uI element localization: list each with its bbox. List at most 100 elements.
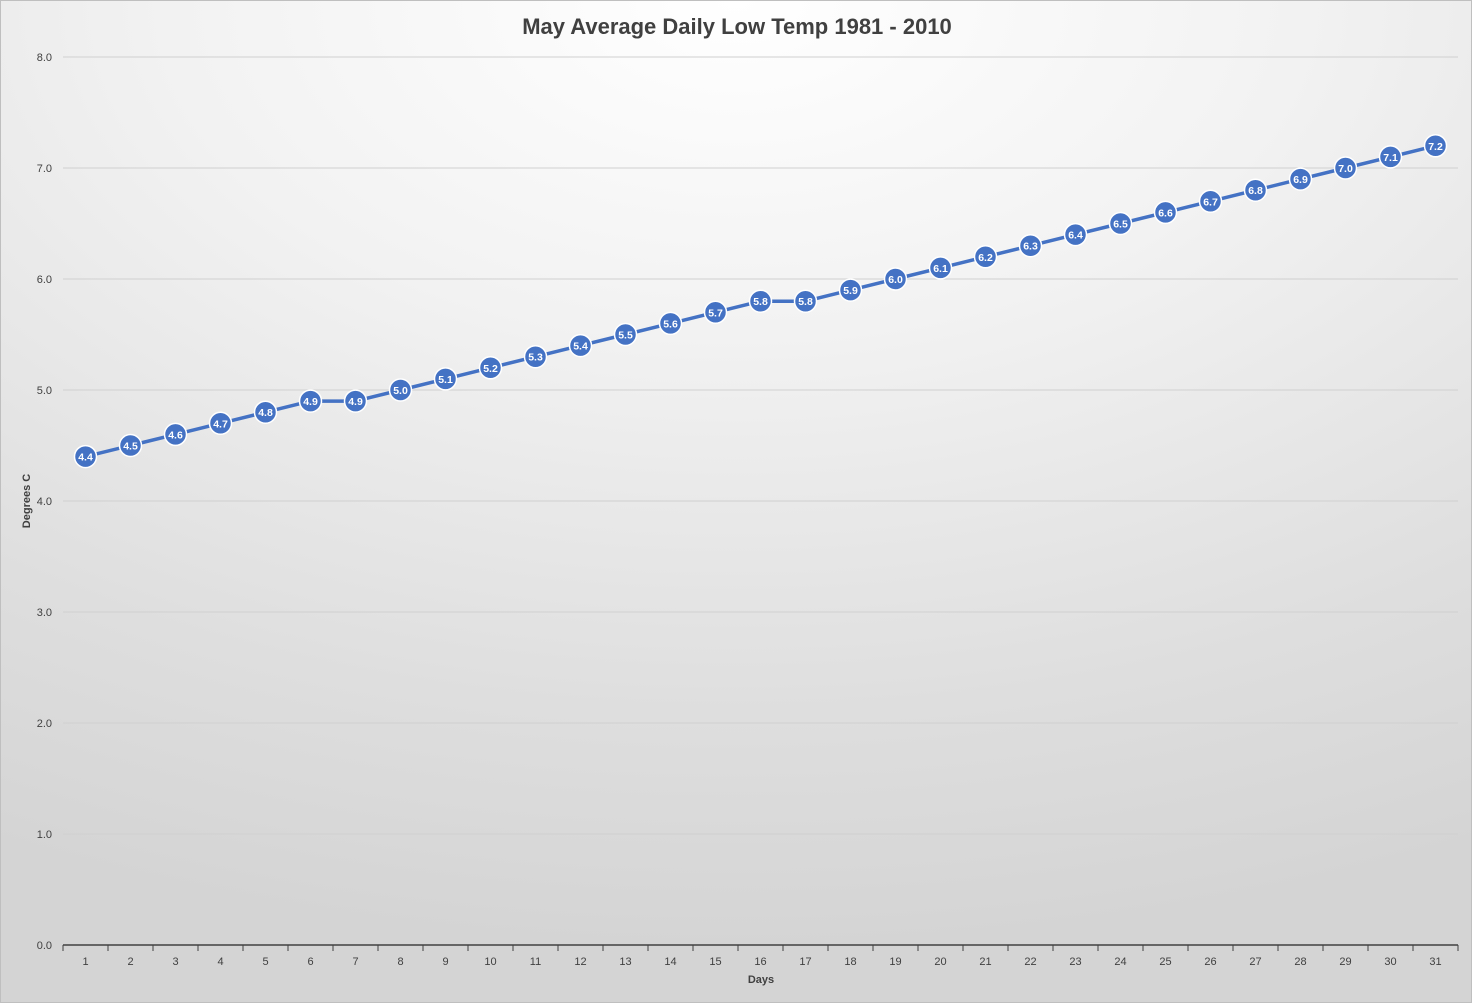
data-label: 5.4 [573, 341, 588, 353]
data-label: 7.0 [1338, 163, 1353, 175]
x-tick-label: 6 [307, 956, 313, 968]
data-point-marker [478, 356, 503, 380]
y-tick-label: 1.0 [37, 829, 52, 841]
x-tick-label: 8 [397, 956, 403, 968]
x-tick-label: 1 [82, 956, 88, 968]
x-tick-label: 15 [709, 956, 721, 968]
data-label: 5.1 [438, 374, 453, 386]
data-label: 5.6 [663, 318, 678, 330]
x-tick-label: 7 [352, 956, 358, 968]
x-tick-label: 28 [1294, 956, 1306, 968]
data-label: 5.0 [393, 385, 408, 397]
data-label: 4.8 [258, 407, 273, 419]
y-tick-label: 6.0 [37, 274, 52, 286]
x-tick-label: 3 [172, 956, 178, 968]
data-point-marker [613, 322, 638, 347]
x-tick-label: 14 [664, 956, 676, 968]
data-point-marker [1063, 222, 1088, 247]
data-point-marker [1333, 156, 1358, 180]
data-point-marker [1108, 211, 1133, 236]
markers-group: 4.4 4.5 4.6 4.7 4.8 4.9 4.9 5.0 5.1 5.2 5.3 5.4 5.5 5… [73, 134, 1448, 469]
x-tick-label: 17 [799, 956, 811, 968]
data-point-marker [568, 333, 593, 358]
data-label: 4.4 [78, 452, 93, 464]
data-point-marker [928, 256, 953, 280]
data-point-marker [973, 245, 998, 269]
data-point-marker [73, 444, 98, 469]
x-tick-label: 18 [844, 956, 856, 968]
x-tick-label: 12 [574, 956, 586, 968]
x-tick-label: 26 [1204, 956, 1216, 968]
x-tick-label: 10 [484, 956, 496, 968]
x-tick-label: 31 [1429, 956, 1441, 968]
data-label: 6.8 [1248, 185, 1263, 197]
data-label: 5.5 [618, 330, 633, 342]
x-tick-label: 9 [442, 956, 448, 968]
data-label: 6.9 [1293, 174, 1308, 186]
y-axis-ticks: 0.0 1.0 2.0 3.0 4.0 5.0 6.0 7.0 8.0 [37, 52, 52, 952]
data-point-marker [298, 389, 323, 413]
data-label: 5.8 [798, 296, 813, 308]
x-tick-label: 4 [217, 956, 223, 968]
data-point-marker [1018, 233, 1043, 258]
data-label: 6.3 [1023, 241, 1038, 253]
y-tick-label: 3.0 [37, 607, 52, 619]
data-label: 5.2 [483, 363, 498, 375]
data-point-marker [523, 344, 548, 369]
chart-title: May Average Daily Low Temp 1981 - 2010 [522, 14, 952, 39]
data-label: 5.8 [753, 296, 768, 308]
x-tick-label: 23 [1069, 956, 1081, 968]
data-label: 7.1 [1383, 152, 1398, 164]
data-point-marker [118, 433, 143, 458]
x-tick-label: 2 [127, 956, 133, 968]
x-tick-label: 24 [1114, 956, 1126, 968]
data-point-marker [1288, 167, 1313, 191]
x-tick-label: 16 [754, 956, 766, 968]
y-tick-label: 7.0 [37, 163, 52, 175]
data-label: 6.2 [978, 252, 993, 264]
data-point-marker [1198, 189, 1223, 214]
data-label: 4.7 [213, 418, 228, 430]
x-tick-label: 25 [1159, 956, 1171, 968]
data-label: 6.4 [1068, 230, 1083, 242]
x-tick-label: 11 [530, 956, 541, 968]
data-point-marker [1243, 178, 1268, 202]
x-tick-label: 20 [934, 956, 946, 968]
x-tick-label: 27 [1249, 956, 1261, 968]
data-label: 5.9 [843, 285, 858, 297]
data-point-marker [343, 389, 368, 413]
data-point-marker [388, 378, 413, 402]
y-tick-label: 0.0 [37, 940, 52, 952]
data-label: 7.2 [1428, 141, 1443, 153]
data-point-marker [658, 311, 683, 336]
data-label: 5.3 [528, 352, 543, 364]
data-label: 4.9 [348, 396, 363, 408]
gridlines [63, 56, 1458, 835]
x-tick-label: 5 [262, 956, 268, 968]
data-point-marker [793, 289, 818, 313]
x-tick-label: 30 [1384, 956, 1396, 968]
data-label: 4.5 [123, 441, 138, 453]
y-tick-label: 4.0 [37, 496, 52, 508]
data-point-marker [163, 422, 188, 447]
data-label: 6.7 [1203, 196, 1218, 208]
x-tick-label: 22 [1024, 956, 1036, 968]
x-axis: 1 2 3 4 5 6 7 8 9 10 11 12 13 14 15 16 17 18 19 20 21 22 23 24 2… [62, 944, 1459, 968]
data-point-marker [883, 267, 908, 291]
data-label: 6.1 [933, 263, 948, 275]
y-tick-label: 5.0 [37, 385, 52, 397]
data-label: 5.7 [708, 307, 723, 319]
y-axis-title: Degrees C [21, 474, 33, 528]
data-point-marker [253, 400, 278, 424]
data-label: 6.6 [1158, 207, 1173, 219]
x-tick-label: 13 [619, 956, 631, 968]
x-tick-label: 19 [889, 956, 901, 968]
data-label: 4.9 [303, 396, 318, 408]
data-point-marker [703, 300, 728, 325]
data-point-marker [208, 411, 233, 436]
data-point-marker [748, 289, 773, 313]
y-tick-label: 8.0 [37, 52, 52, 64]
y-tick-label: 2.0 [37, 718, 52, 730]
data-point-marker [1423, 134, 1448, 158]
